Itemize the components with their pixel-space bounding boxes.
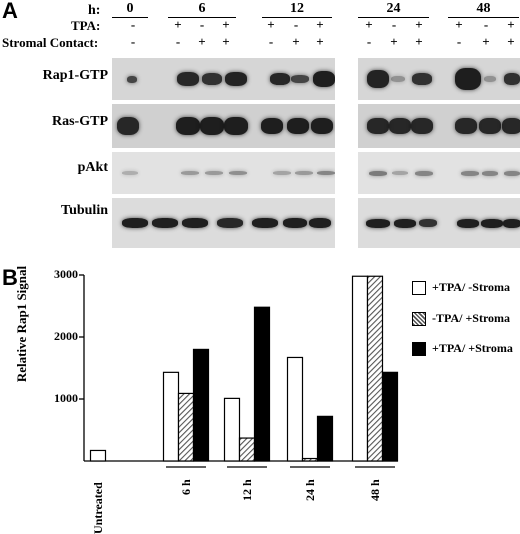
tpa-sign: - bbox=[391, 17, 397, 32]
tpa-sign: + bbox=[267, 17, 275, 32]
time-underline bbox=[112, 17, 148, 18]
blot-rap1-gtp-left bbox=[112, 58, 335, 100]
blot-tubulin-right bbox=[358, 198, 520, 248]
stromal-sign: + bbox=[482, 34, 490, 49]
x-category-label: 24 h bbox=[303, 479, 317, 502]
bar--tpa-stroma-2 bbox=[238, 437, 256, 462]
row-label-rap1-gtp: Rap1-GTP bbox=[42, 68, 108, 83]
time-underline bbox=[168, 17, 236, 18]
time-underline bbox=[448, 17, 519, 18]
stromal-sign: - bbox=[268, 34, 274, 49]
stromal-sign: + bbox=[222, 34, 230, 49]
x-category-label: 48 h bbox=[368, 479, 382, 502]
bar--tpa-stroma-1 bbox=[192, 348, 210, 462]
bar--tpa-stroma-4 bbox=[381, 371, 399, 462]
y-tick-label: 3000 bbox=[54, 267, 78, 281]
bar--tpa-stroma-3 bbox=[316, 415, 334, 462]
bar--tpa-stroma-2 bbox=[253, 306, 271, 462]
x-category-label: 12 h bbox=[240, 479, 254, 502]
tpa-sign: + bbox=[222, 17, 230, 32]
bar--tpa-stroma-0 bbox=[89, 449, 107, 462]
tpa-sign: + bbox=[365, 17, 373, 32]
stromal-sign: - bbox=[366, 34, 372, 49]
time-label: 48 bbox=[476, 1, 491, 16]
tpa-sign: + bbox=[455, 17, 463, 32]
stromal-sign: - bbox=[456, 34, 462, 49]
tpa-sign: + bbox=[507, 17, 515, 32]
tpa-sign: - bbox=[199, 17, 205, 32]
blot-pakt-right bbox=[358, 152, 520, 194]
blot-pakt-left bbox=[112, 152, 335, 194]
time-label: 6 bbox=[198, 1, 206, 16]
time-underline bbox=[262, 17, 332, 18]
legend-swatch bbox=[412, 342, 426, 356]
row-label-pakt: pAkt bbox=[77, 160, 108, 175]
tpa-sign: - bbox=[293, 17, 299, 32]
bar--tpa-stroma-4 bbox=[366, 275, 384, 462]
tpa-sign: + bbox=[415, 17, 423, 32]
stromal-sign: - bbox=[175, 34, 181, 49]
blot-rap1-gtp-right bbox=[358, 58, 520, 100]
stromal-sign: + bbox=[198, 34, 206, 49]
stromal-sign: - bbox=[130, 34, 136, 49]
bar--tpa-stroma-2 bbox=[223, 397, 241, 462]
bar--tpa-stroma-3 bbox=[301, 457, 319, 462]
row-label-ras-gtp: Ras-GTP bbox=[52, 114, 108, 129]
time-label: 24 bbox=[386, 1, 401, 16]
tpa-sign: + bbox=[174, 17, 182, 32]
time-label: 12 bbox=[290, 1, 304, 16]
tpa-sign: - bbox=[483, 17, 489, 32]
stromal-sign: + bbox=[507, 34, 515, 49]
x-category-label: 6 h bbox=[179, 479, 193, 495]
blot-ras-gtp-left bbox=[112, 104, 335, 148]
time-underline bbox=[358, 17, 429, 18]
legend-label: -TPA/ +Stroma bbox=[432, 311, 511, 325]
legend-label: +TPA/ +Stroma bbox=[432, 341, 513, 355]
y-tick-label: 1000 bbox=[54, 391, 78, 405]
blot-ras-gtp-right bbox=[358, 104, 520, 148]
legend-label: +TPA/ -Stroma bbox=[432, 280, 511, 294]
bar--tpa-stroma-1 bbox=[177, 392, 195, 462]
hours-label: h: bbox=[88, 3, 101, 18]
stromal-sign: + bbox=[390, 34, 398, 49]
stromal-sign: + bbox=[316, 34, 324, 49]
legend-swatch bbox=[412, 312, 426, 326]
stromal-sign: + bbox=[415, 34, 423, 49]
tpa-sign: + bbox=[316, 17, 324, 32]
bar--tpa-stroma-1 bbox=[162, 371, 180, 462]
y-tick-label: 2000 bbox=[54, 329, 78, 343]
x-category-label: Untreated bbox=[91, 482, 105, 534]
bar--tpa-stroma-4 bbox=[351, 275, 369, 462]
panel-b-letter: B bbox=[2, 265, 18, 290]
tpa-sign: - bbox=[130, 17, 136, 32]
legend-swatch bbox=[412, 281, 426, 295]
row-label-tubulin: Tubulin bbox=[61, 203, 108, 218]
bar--tpa-stroma-3 bbox=[286, 356, 304, 462]
stromal-sign: + bbox=[292, 34, 300, 49]
panel-a-letter: A bbox=[2, 0, 18, 23]
blot-tubulin-left bbox=[112, 198, 335, 248]
stromal-contact-label: Stromal Contact: bbox=[2, 35, 99, 50]
time-label: 0 bbox=[126, 1, 134, 16]
tpa-label: TPA: bbox=[71, 18, 101, 33]
